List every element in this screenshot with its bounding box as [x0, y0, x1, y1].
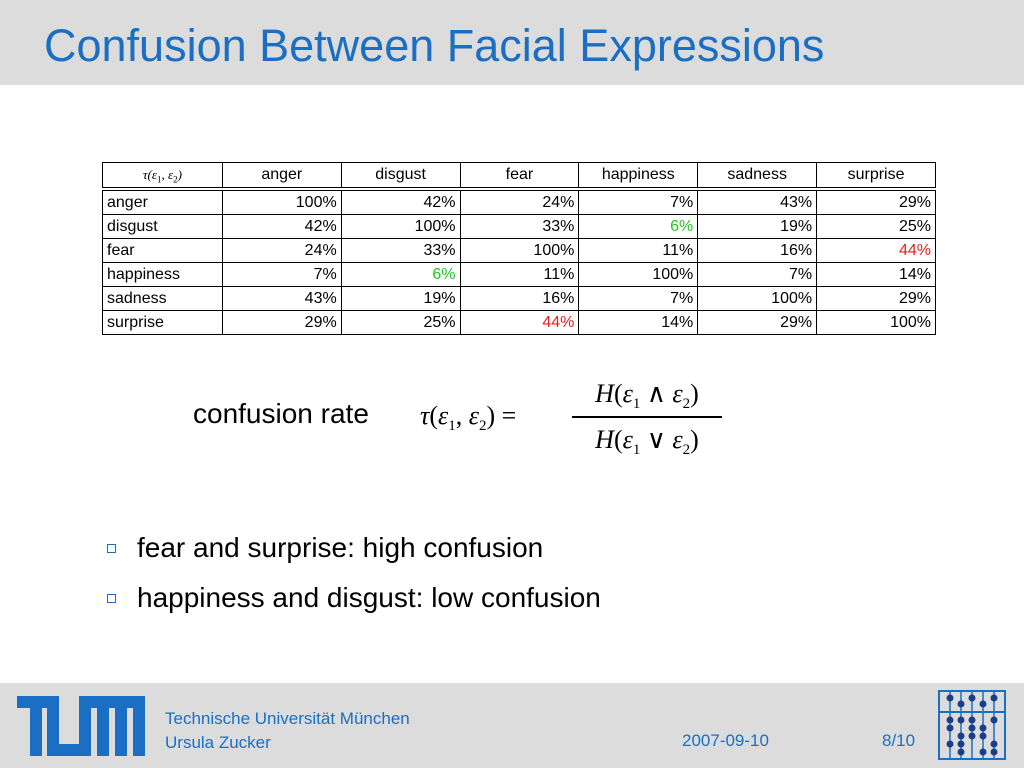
table-cell: 29% — [816, 188, 936, 215]
table-cell: 7% — [697, 262, 818, 287]
table-header-row: τ(ε1, ε2) anger disgust fear happiness s… — [102, 162, 936, 191]
table-cell: 24% — [459, 188, 580, 215]
column-header: anger — [221, 162, 342, 191]
table-cell: 25% — [340, 310, 461, 335]
table-cell-low-confusion: 6% — [340, 262, 461, 287]
table-cell: 7% — [578, 188, 699, 215]
row-label: anger — [102, 188, 223, 215]
slide-title: Confusion Between Facial Expressions — [44, 20, 825, 71]
table-cell: 29% — [697, 310, 818, 335]
table-cell: 33% — [459, 214, 580, 239]
table-cell: 14% — [816, 262, 936, 287]
row-label: fear — [102, 238, 223, 263]
table-cell: 25% — [816, 214, 936, 239]
row-label: disgust — [102, 214, 223, 239]
row-label: surprise — [102, 310, 223, 335]
table-cell: 100% — [816, 310, 936, 335]
bullet-item: happiness and disgust: low confusion — [105, 582, 601, 632]
table-cell: 100% — [578, 262, 699, 287]
table-cell: 100% — [221, 188, 342, 215]
table-row: anger 100% 42% 24% 7% 43% 29% — [102, 188, 936, 215]
footer-institution: Technische Universität München — [165, 709, 410, 728]
table-corner-cell: τ(ε1, ε2) — [102, 162, 223, 191]
tum-logo — [17, 696, 145, 756]
table-cell: 14% — [578, 310, 699, 335]
table-cell: 11% — [459, 262, 580, 287]
confusion-rate-formula: τ(ε1, ε2) = H(ε1 ∧ ε2) H(ε1 ∨ ε2) — [420, 374, 740, 464]
table-cell: 43% — [221, 286, 342, 311]
column-header: surprise — [816, 162, 936, 191]
fraction-bar — [572, 416, 722, 418]
footer-author: Ursula Zucker — [165, 733, 271, 752]
footer-page-number: 8/10 — [882, 731, 916, 750]
bullet-item: fear and surprise: high confusion — [105, 532, 601, 582]
confusion-matrix-table: τ(ε1, ε2) anger disgust fear happiness s… — [102, 162, 936, 335]
table-row: surprise 29% 25% 44% 14% 29% 100% — [102, 310, 936, 335]
table-cell: 43% — [697, 188, 818, 215]
bullet-list: fear and surprise: high confusion happin… — [105, 532, 601, 632]
row-label: happiness — [102, 262, 223, 287]
square-bullet-icon — [107, 594, 116, 603]
table-cell: 19% — [697, 214, 818, 239]
abacus-logo — [938, 690, 1006, 760]
table-row: sadness 43% 19% 16% 7% 100% 29% — [102, 286, 936, 311]
table-cell: 16% — [459, 286, 580, 311]
table-cell: 7% — [578, 286, 699, 311]
table-cell: 11% — [578, 238, 699, 263]
table-cell: 29% — [221, 310, 342, 335]
bullet-text: happiness and disgust: low confusion — [137, 582, 601, 613]
table-cell: 42% — [340, 188, 461, 215]
table-cell: 29% — [816, 286, 936, 311]
formula-fraction: H(ε1 ∧ ε2) H(ε1 ∨ ε2) — [572, 374, 722, 460]
column-header: happiness — [578, 162, 699, 191]
table-row: happiness 7% 6% 11% 100% 7% 14% — [102, 262, 936, 287]
table-cell-high-confusion: 44% — [816, 238, 936, 263]
table-cell: 7% — [221, 262, 342, 287]
bullet-text: fear and surprise: high confusion — [137, 532, 544, 563]
formula-lhs: τ(ε1, ε2) = — [420, 401, 517, 435]
table-cell: 100% — [459, 238, 580, 263]
footer-band — [0, 683, 1024, 768]
formula-label: confusion rate — [193, 398, 369, 429]
footer-date: 2007-09-10 — [682, 731, 769, 750]
formula-numerator: H(ε1 ∧ ε2) — [595, 379, 699, 413]
column-header: disgust — [340, 162, 461, 191]
column-header: fear — [459, 162, 580, 191]
formula-denominator: H(ε1 ∨ ε2) — [595, 424, 699, 458]
table-cell: 16% — [697, 238, 818, 263]
table-cell: 100% — [697, 286, 818, 311]
square-bullet-icon — [107, 544, 116, 553]
corner-formula: τ(ε1, ε2) — [142, 166, 182, 185]
table-cell-high-confusion: 44% — [459, 310, 580, 335]
table-cell-low-confusion: 6% — [578, 214, 699, 239]
table-cell: 100% — [340, 214, 461, 239]
table-row: disgust 42% 100% 33% 6% 19% 25% — [102, 214, 936, 239]
title-bar — [0, 0, 1024, 85]
table-cell: 33% — [340, 238, 461, 263]
table-cell: 42% — [221, 214, 342, 239]
row-label: sadness — [102, 286, 223, 311]
column-header: sadness — [697, 162, 818, 191]
table-row: fear 24% 33% 100% 11% 16% 44% — [102, 238, 936, 263]
table-cell: 24% — [221, 238, 342, 263]
table-cell: 19% — [340, 286, 461, 311]
